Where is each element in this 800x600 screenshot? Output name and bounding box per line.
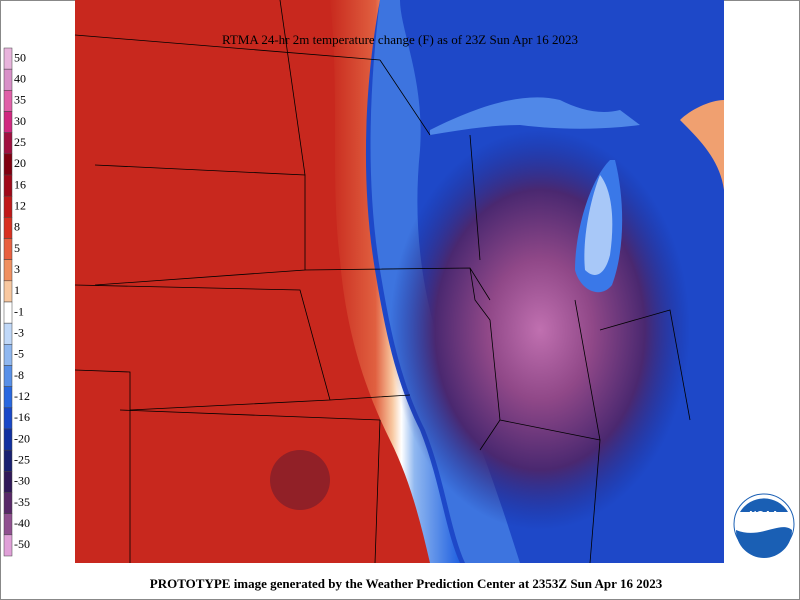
legend-swatch [3, 492, 13, 514]
logo-text: NOAA [749, 510, 778, 521]
legend-swatch [3, 280, 13, 303]
legend-label: -16 [14, 410, 30, 424]
legend-swatch [3, 449, 13, 472]
legend-label: 35 [14, 93, 26, 107]
legend-label: -3 [14, 326, 24, 340]
map [74, 0, 724, 564]
legend-swatch [3, 132, 13, 155]
legend-swatch [3, 153, 13, 176]
footer: PROTOTYPE image generated by the Weather… [150, 576, 663, 591]
legend-swatch [3, 68, 13, 91]
legend-label: -1 [14, 304, 24, 318]
legend-label: 16 [14, 177, 26, 191]
legend-label: -12 [14, 389, 30, 403]
legend-swatch [3, 111, 13, 133]
legend: 50 40 35 30 25 20 16 12 8 5 3 1 -1 -3 -5 -8 -12 -16 -20 -25… [3, 47, 30, 557]
legend-label: 1 [14, 283, 20, 297]
legend-swatch [3, 174, 13, 197]
legend-label: -25 [14, 453, 30, 467]
legend-label: -20 [14, 431, 30, 445]
legend-label: 25 [14, 135, 26, 149]
legend-label: 40 [14, 72, 26, 86]
legend-label: 5 [14, 241, 20, 255]
legend-swatch [3, 90, 13, 112]
legend-swatch [3, 344, 13, 366]
legend-label: 8 [14, 220, 20, 234]
legend-swatch [3, 365, 13, 387]
legend-label: 20 [14, 156, 26, 170]
legend-label: -5 [14, 347, 24, 361]
legend-swatch [3, 534, 13, 557]
map-title: RTMA 24-hr 2m temperature change (F) as … [222, 32, 578, 47]
legend-label: -40 [14, 516, 30, 530]
legend-label: -50 [14, 537, 30, 551]
legend-label: 30 [14, 114, 26, 128]
legend-label: -35 [14, 495, 30, 509]
legend-swatch [3, 407, 13, 430]
legend-label: 50 [14, 50, 26, 64]
legend-swatch [3, 238, 13, 260]
noaa-logo: NOAA [733, 493, 795, 558]
legend-swatch [3, 217, 13, 239]
legend-swatch [3, 301, 13, 324]
legend-label: -30 [14, 474, 30, 488]
legend-label: 12 [14, 199, 26, 213]
legend-swatch [3, 322, 13, 345]
legend-label: 3 [14, 262, 20, 276]
legend-swatch [3, 428, 13, 451]
legend-swatch [3, 259, 13, 282]
legend-swatch [3, 47, 13, 70]
legend-swatch [3, 471, 13, 493]
legend-swatch [3, 195, 13, 218]
legend-swatch [3, 513, 13, 536]
legend-label: -8 [14, 368, 24, 382]
legend-swatch [3, 386, 13, 409]
